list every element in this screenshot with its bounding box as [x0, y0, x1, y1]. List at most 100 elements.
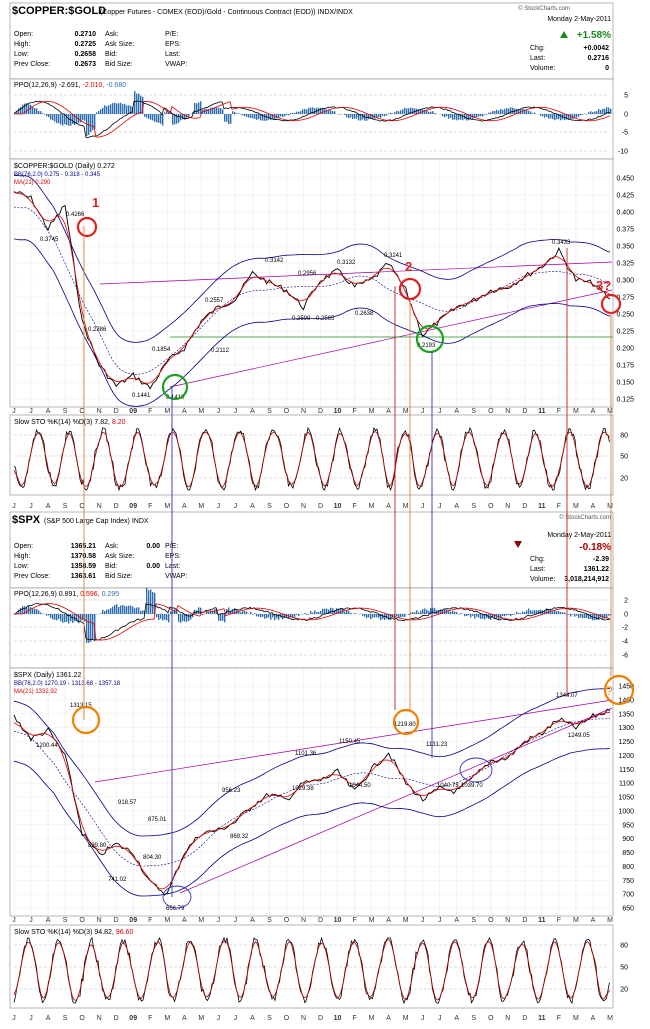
- copper-quote-value: 0.2658: [75, 51, 97, 58]
- spx-price-annotation: 804.30: [143, 855, 162, 861]
- copper-header: $COPPER:$GOLD (Copper Futures - COMEX (E…: [9, 2, 614, 80]
- copper-price-annotation: 0.3132: [337, 260, 356, 266]
- month-tick-label: A: [386, 503, 391, 510]
- month-tick-label: D: [522, 917, 527, 924]
- copper-quote-value: 0.2710: [75, 31, 97, 38]
- spx-price-annotation: 956.23: [222, 788, 241, 794]
- month-tick-label: J: [12, 408, 16, 415]
- spx-sto-d-line: [13, 939, 610, 1001]
- month-tick-label: F: [557, 1015, 561, 1022]
- month-tick-label: 10: [334, 1015, 342, 1022]
- month-tick-label: 11: [538, 503, 546, 510]
- month-tick-label: D: [318, 503, 323, 510]
- month-tick-label: D: [114, 917, 119, 924]
- month-tick-label: J: [438, 1015, 442, 1022]
- y-tick-label: -6: [622, 653, 628, 660]
- y-tick-label: 1250: [618, 739, 634, 746]
- y-tick-label: 1350: [618, 711, 634, 718]
- spx-price-annotation: 1200.44: [36, 743, 58, 749]
- month-tick-label: M: [403, 503, 409, 510]
- month-tick-label: A: [386, 1015, 391, 1022]
- y-tick-label: 650: [622, 906, 634, 913]
- month-tick-label: D: [114, 503, 119, 510]
- copper-ppo-histogram: [14, 91, 612, 136]
- month-tick-label: S: [471, 1015, 476, 1022]
- spx-quote-right-value: 3,018,214,912: [564, 576, 609, 583]
- month-tick-label: O: [79, 503, 85, 510]
- copper-price-annotation: 0.2638: [355, 311, 374, 317]
- spx-quote-label: Low:: [14, 563, 29, 570]
- y-tick-label: -10: [618, 149, 628, 156]
- month-tick-label: S: [471, 917, 476, 924]
- spx-quote-value: 1363.61: [71, 573, 96, 580]
- copper-price-annotation: 0.2112: [211, 348, 230, 354]
- spx-price-annotation: 1313.15: [70, 703, 92, 709]
- spx-change-pct: -0.18%: [579, 542, 611, 553]
- spx-circle-2010: [392, 708, 420, 736]
- month-tick-label: J: [438, 917, 442, 924]
- copper-bb-label: BB(76,2.0) 0.275 - 0.318 - 0.345: [14, 172, 101, 178]
- month-tick-label: M: [164, 1015, 170, 1022]
- spx-quote-label2: Bid:: [105, 563, 117, 570]
- y-tick-label: 5: [624, 93, 628, 100]
- month-tick-label: D: [522, 408, 527, 415]
- down-triangle-icon: [514, 541, 522, 548]
- y-tick-label: 1450: [618, 684, 634, 691]
- copper-quote-label3: P/E:: [165, 31, 178, 38]
- month-tick-label: D: [522, 503, 527, 510]
- month-tick-label: J: [29, 917, 33, 924]
- copper-sto-panel: Slow STO %K(14) %D(3) 7.82, 8.20 80 50 20: [9, 414, 628, 496]
- month-tick-label: M: [573, 917, 579, 924]
- month-tick-label: M: [403, 408, 409, 415]
- copper-quote-label3: VWAP:: [165, 61, 187, 68]
- spx-price-annotation: 1039.70: [461, 783, 483, 789]
- month-tick-label: N: [505, 917, 510, 924]
- month-tick-label: A: [250, 917, 255, 924]
- month-tick-label: M: [369, 917, 375, 924]
- month-tick-label: J: [438, 503, 442, 510]
- y-tick-label: 0.375: [616, 227, 634, 234]
- month-tick-label: A: [250, 503, 255, 510]
- y-tick-label: 0.175: [616, 363, 634, 370]
- copper-quote-right-label: Volume:: [530, 65, 555, 72]
- month-tick-label: O: [79, 917, 85, 924]
- copper-quote-label: High:: [14, 41, 30, 48]
- month-tick-label: O: [284, 917, 290, 924]
- month-tick-label: F: [557, 503, 561, 510]
- copper-price-panel: $COPPER:$GOLD (Daily) 0.272 BB(76,2.0) 0…: [9, 158, 634, 408]
- month-tick-label: A: [386, 917, 391, 924]
- month-tick-label: J: [421, 408, 425, 415]
- spx-quote-value: 1365.21: [71, 543, 96, 550]
- y-tick-label: 700: [622, 892, 634, 899]
- month-tick-label: S: [471, 503, 476, 510]
- spx-quote-label3: Last:: [165, 563, 180, 570]
- month-tick-label: J: [217, 1015, 221, 1022]
- month-tick-label: F: [148, 917, 152, 924]
- month-tick-label: M: [573, 408, 579, 415]
- month-tick-label: A: [591, 1015, 596, 1022]
- month-tick-label: 10: [334, 917, 342, 924]
- month-tick-label: M: [573, 503, 579, 510]
- spx-price-annotation: 741.02: [108, 877, 127, 883]
- spx-quote-value2: 0.00: [146, 543, 160, 550]
- month-tick-label: S: [63, 917, 68, 924]
- y-tick-label: 2: [624, 598, 628, 605]
- month-tick-label: S: [267, 917, 272, 924]
- spx-quote-label: High:: [14, 553, 30, 560]
- copper-quote-right-value: +0.0042: [584, 45, 610, 52]
- y-tick-label: -5: [622, 130, 628, 137]
- month-tick-label: S: [267, 408, 272, 415]
- copper-price-annotation: 0.2386: [88, 327, 107, 333]
- y-tick-label: 1300: [618, 725, 634, 732]
- month-tick-label: J: [12, 1015, 16, 1022]
- month-tick-label: M: [198, 917, 204, 924]
- y-tick-label: 750: [622, 878, 634, 885]
- copper-symbol: $COPPER:$GOLD: [12, 5, 106, 17]
- spx-ellipse-2010-low: [459, 757, 493, 783]
- spx-price-annotation: 1219.80: [394, 722, 416, 728]
- month-tick-label: M: [607, 917, 613, 924]
- spx-price-annotation: 666.79: [166, 906, 185, 912]
- copper-desc: (Copper Futures - COMEX (EOD)/Gold - Con…: [100, 9, 353, 16]
- spx-ellipse-2009-low: [162, 885, 192, 909]
- month-tick-label: J: [234, 1015, 238, 1022]
